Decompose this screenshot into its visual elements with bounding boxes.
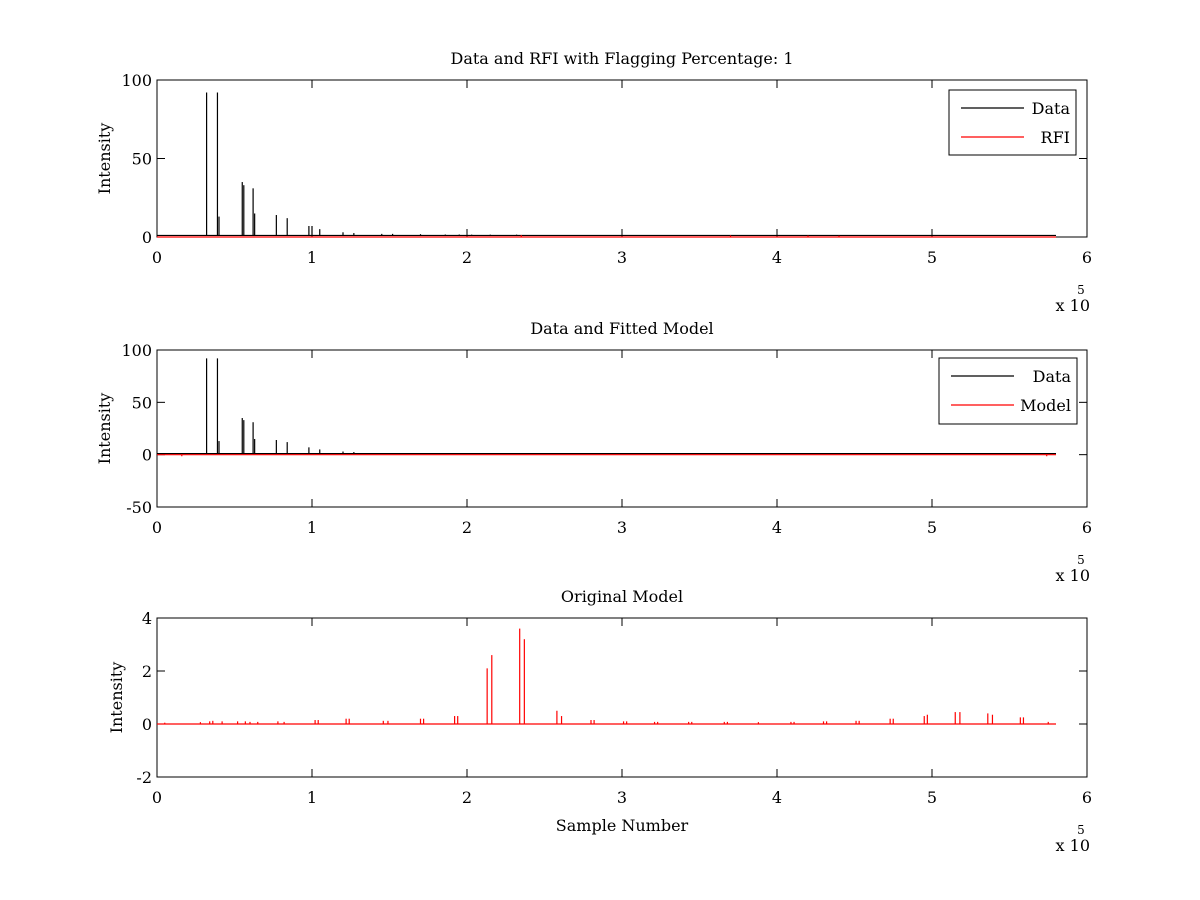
axes-box [156,79,1088,238]
x-tick-label: 0 [152,788,162,807]
x-tick-label: 3 [617,518,627,537]
axes-box [156,617,1088,778]
x-tick-label: 3 [617,248,627,267]
x-tick-label: 4 [772,248,782,267]
y-axis-label: Intensity [95,393,114,465]
y-tick-label: 0 [142,715,152,734]
y-axis-label: Intensity [95,123,114,195]
y-tick-label: 50 [132,150,152,169]
x-multiplier-base: x 10 [1056,836,1090,855]
x-tick-label: 2 [462,788,472,807]
x-tick-label: 5 [927,248,937,267]
x-tick-label: 3 [617,788,627,807]
legend-label-1: Data [1032,99,1071,118]
legend: Data RFI [948,89,1077,156]
x-tick-label: 5 [927,518,937,537]
chart-title: Original Model [561,587,683,606]
legend-label-2: RFI [1041,128,1070,147]
legend-label-2: Model [1020,396,1071,415]
x-multiplier-exponent: 5 [1077,283,1085,297]
x-multiplier-exponent: 5 [1077,553,1085,567]
y-tick-label: -2 [136,768,152,787]
series-model-line [157,628,1056,725]
x-multiplier-base: x 10 [1056,296,1090,315]
x-tick-label: 1 [307,518,317,537]
x-tick-label: 2 [462,248,472,267]
x-multiplier-base: x 10 [1056,566,1090,585]
legend-box [948,89,1077,156]
y-tick-label: 4 [142,609,152,628]
x-tick-label: 0 [152,518,162,537]
series-model-line [157,454,1056,457]
y-tick-label: 2 [142,662,152,681]
x-tick-label: 1 [307,248,317,267]
x-tick-label: 0 [152,248,162,267]
legend-box [938,357,1078,425]
legend: Data Model [938,357,1078,425]
x-tick-label: 1 [307,788,317,807]
x-tick-label: 4 [772,788,782,807]
y-axis-label: Intensity [107,662,126,734]
x-tick-label: 2 [462,518,472,537]
series-rfi-line [157,235,1056,238]
legend-label-1: Data [1033,367,1072,386]
x-tick-label: 4 [772,518,782,537]
x-tick-label: 5 [927,788,937,807]
y-tick-label: 100 [121,341,152,360]
x-tick-label: 6 [1082,788,1092,807]
axes-box [156,349,1088,508]
x-multiplier-exponent: 5 [1077,823,1085,837]
y-tick-label: 0 [142,228,152,247]
series-data-line [157,92,1056,237]
y-tick-label: -50 [126,498,152,517]
series-data-line [157,358,1056,455]
y-tick-label: 0 [142,446,152,465]
chart-title: Data and Fitted Model [530,319,713,338]
x-axis-label: Sample Number [556,816,689,835]
chart-title: Data and RFI with Flagging Percentage: 1 [450,49,793,68]
y-tick-label: 100 [121,71,152,90]
x-tick-label: 6 [1082,518,1092,537]
y-tick-label: 50 [132,393,152,412]
x-tick-label: 6 [1082,248,1092,267]
